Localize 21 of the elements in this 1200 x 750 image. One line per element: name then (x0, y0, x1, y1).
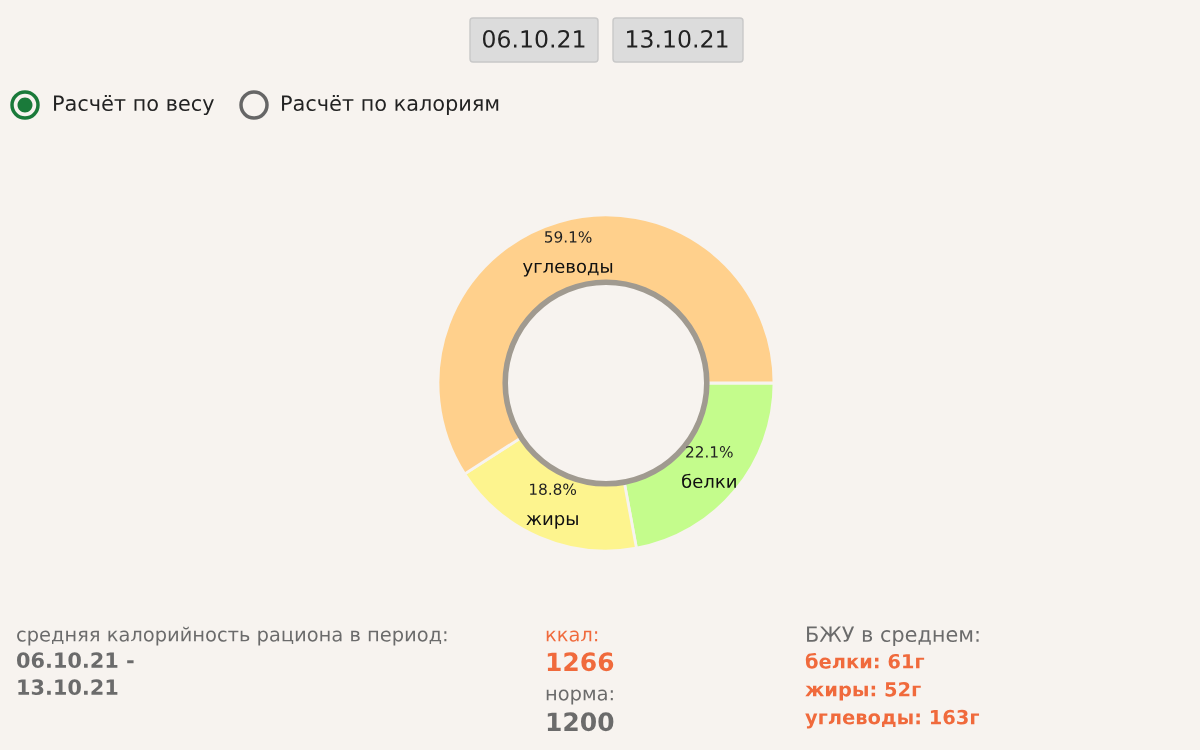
text: 1200 (547, 712, 614, 732)
text: жиры: 52г (805, 681, 921, 701)
text: углеводы: 163г (805, 709, 980, 729)
text: 06.10.21 - (17, 652, 134, 669)
text: 1266 (547, 652, 614, 672)
text: норма: (546, 689, 613, 705)
text: 06.10.21 (482, 29, 585, 48)
text: Расчёт по весу (54, 94, 214, 116)
data-label: 22.1% (686, 446, 733, 458)
text: 13.10.21 (18, 679, 118, 696)
data-label: 59.1% (545, 231, 592, 243)
text: средняя калорийность рациона в период: (17, 626, 447, 646)
slice-label: углеводы (523, 262, 613, 277)
text: белки: 61г (805, 652, 925, 669)
data-label: 18.8% (530, 483, 577, 495)
text: 13.10.21 (627, 29, 728, 48)
text: БЖУ в среднем: (807, 626, 979, 647)
text: Расчёт по калориям (282, 94, 499, 116)
slice-label: белки (682, 473, 736, 489)
text: ккал: (546, 630, 598, 642)
slice-label: жиры (526, 514, 578, 529)
